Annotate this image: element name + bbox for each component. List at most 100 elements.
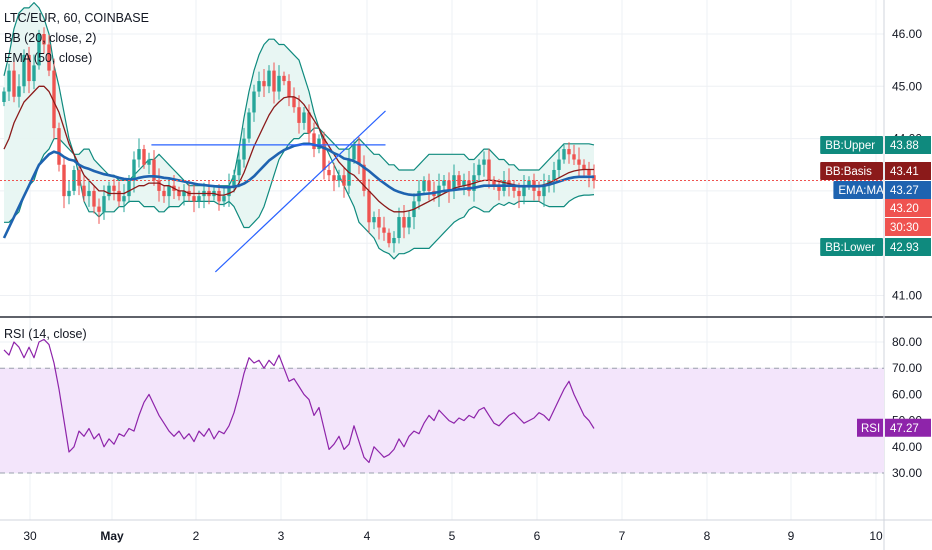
price-label-value: 43.88	[890, 140, 919, 152]
price-label-value-tag	[885, 238, 931, 256]
candle-body	[162, 190, 166, 197]
candle-body	[367, 190, 371, 223]
candle-body	[122, 196, 126, 202]
candle-body	[2, 91, 6, 102]
candle-body	[82, 185, 86, 197]
rsi-name-label: RSI	[861, 423, 880, 435]
candle-body	[32, 65, 36, 82]
time-tick-label: 8	[704, 529, 711, 543]
candle-body	[157, 180, 161, 191]
candle-body	[282, 75, 286, 82]
bb-lower-line	[4, 127, 595, 260]
candle-body	[557, 159, 561, 170]
candle-body	[177, 190, 181, 197]
candle-body	[92, 190, 96, 207]
candle-body	[117, 190, 121, 202]
candle-body	[292, 96, 296, 108]
candle-body	[322, 138, 326, 170]
time-tick-label: 30	[23, 529, 37, 543]
price-tick-label: 41.00	[892, 289, 922, 303]
candle-body	[12, 70, 16, 97]
candle-body	[107, 185, 111, 197]
price-label-value-tag	[885, 218, 931, 236]
candle-body	[332, 175, 336, 181]
rsi-name-tag	[857, 418, 883, 437]
candle-body	[312, 133, 316, 150]
price-label-value: 42.93	[890, 242, 919, 254]
rsi-tick-label: 40.00	[892, 440, 922, 454]
rsi-legend-wrap: RSI (14, close)	[4, 324, 87, 344]
candle-body	[152, 159, 156, 181]
candle-body	[197, 196, 201, 202]
candle-body	[267, 70, 271, 87]
price-tick-label: 45.00	[892, 79, 922, 93]
candle-body	[352, 143, 356, 160]
candle-body	[97, 206, 101, 212]
rsi-tick-label: 70.00	[892, 361, 922, 375]
candle-body	[317, 138, 321, 150]
candle-body	[442, 180, 446, 186]
candle-body	[112, 185, 116, 191]
rsi-legend[interactable]: RSI (14, close)	[4, 327, 87, 341]
ema-legend[interactable]: EMA (50, close)	[4, 51, 93, 65]
time-tick-label: 6	[534, 529, 541, 543]
candle-body	[22, 54, 26, 87]
candle-body	[27, 54, 31, 82]
candle-body	[467, 180, 471, 191]
candle-body	[572, 154, 576, 160]
price-label-value: 43.20	[890, 203, 919, 215]
candle-body	[377, 217, 381, 228]
price-label-value-tag	[885, 199, 931, 217]
time-tick-label: 4	[364, 529, 371, 543]
price-label-name-tag	[833, 181, 883, 199]
main-legend: LTC/EUR, 60, COINBASE BB (20, close, 2) …	[4, 8, 149, 68]
candle-body	[372, 217, 376, 223]
candle-body	[337, 175, 341, 181]
candle-body	[47, 44, 51, 71]
price-label-name-tag	[820, 162, 883, 180]
candle-body	[517, 190, 521, 197]
candle-body	[37, 34, 41, 66]
candle-body	[487, 159, 491, 181]
candle-body	[17, 86, 21, 97]
candle-body	[242, 138, 246, 160]
candle-body	[167, 185, 171, 197]
rsi-value-tag	[885, 418, 931, 437]
candle-body	[142, 149, 146, 165]
candle-body	[87, 190, 91, 197]
candle-body	[277, 75, 281, 92]
candle-body	[327, 169, 331, 176]
candle-body	[132, 159, 136, 181]
candle-body	[562, 149, 566, 160]
bb-basis-line	[3, 85, 594, 213]
candle-body	[147, 159, 151, 165]
candle-body	[497, 185, 501, 191]
price-label-value: 43.27	[890, 185, 919, 197]
candle-body	[457, 175, 461, 186]
symbol-legend[interactable]: LTC/EUR, 60, COINBASE	[4, 11, 149, 25]
candle-body	[392, 237, 396, 244]
candle-body	[7, 70, 11, 92]
candle-body	[237, 159, 241, 176]
bb-legend[interactable]: BB (20, close, 2)	[4, 31, 97, 45]
candle-body	[137, 149, 141, 160]
price-label-value-tag	[885, 181, 931, 199]
candle-body	[527, 180, 531, 186]
candle-body	[427, 180, 431, 191]
candle-body	[552, 169, 556, 181]
candle-body	[247, 112, 251, 139]
candle-body	[192, 196, 196, 202]
candle-body	[227, 185, 231, 197]
candle-body	[77, 169, 81, 186]
candle-body	[307, 112, 311, 134]
candle-body	[382, 227, 386, 233]
time-tick-label: 10	[869, 529, 883, 543]
candle-body	[422, 180, 426, 191]
candle-body	[357, 143, 361, 165]
time-tick-label: 2	[193, 529, 200, 543]
candle-body	[537, 190, 541, 197]
candle-body	[272, 70, 276, 92]
candle-body	[477, 164, 481, 176]
candle-body	[577, 159, 581, 165]
